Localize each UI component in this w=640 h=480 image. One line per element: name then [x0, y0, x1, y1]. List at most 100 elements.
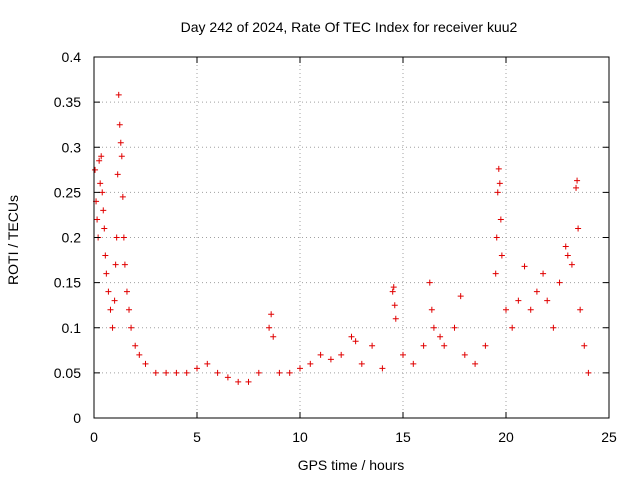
data-point — [392, 315, 399, 322]
data-points — [92, 91, 592, 385]
data-point — [556, 279, 563, 286]
data-point — [451, 324, 458, 331]
data-point — [163, 369, 170, 376]
data-point — [400, 351, 406, 358]
data-point — [96, 157, 103, 164]
y-axis-label: ROTI / TECUs — [5, 195, 21, 285]
data-point — [461, 351, 468, 358]
x-tick-label: 20 — [498, 429, 514, 445]
y-tick-label: 0.35 — [54, 94, 81, 110]
data-point — [92, 166, 99, 173]
data-point — [544, 297, 551, 304]
data-point — [496, 180, 503, 187]
data-point — [183, 369, 190, 376]
data-point — [575, 225, 582, 232]
x-tick-label: 25 — [601, 429, 617, 445]
data-point — [235, 378, 242, 385]
data-point — [152, 369, 159, 376]
data-point — [441, 342, 448, 349]
data-point — [123, 288, 130, 295]
data-point — [317, 351, 324, 358]
data-point — [540, 270, 547, 277]
data-point — [390, 284, 397, 291]
data-point — [204, 360, 211, 367]
data-point — [437, 333, 444, 340]
data-point — [509, 324, 516, 331]
data-point — [118, 153, 125, 160]
data-point — [457, 293, 464, 300]
y-tick-label: 0.15 — [54, 275, 81, 291]
data-point — [527, 306, 534, 313]
data-point — [214, 369, 221, 376]
data-point — [270, 333, 277, 340]
data-point — [348, 333, 355, 340]
y-tick-label: 0.2 — [62, 230, 82, 246]
data-point — [142, 360, 149, 367]
data-point — [495, 165, 502, 172]
data-point — [114, 171, 121, 178]
chart-title: Day 242 of 2024, Rate Of TEC Index for r… — [181, 19, 518, 35]
data-point — [115, 91, 122, 98]
data-point — [173, 369, 180, 376]
x-tick-label: 5 — [193, 429, 201, 445]
data-point — [391, 302, 398, 309]
data-point — [194, 365, 200, 372]
y-tick-label: 0.25 — [54, 184, 81, 200]
data-point — [410, 360, 417, 367]
x-axis-label: GPS time / hours — [298, 457, 405, 473]
data-point — [564, 252, 571, 259]
data-point — [482, 342, 489, 349]
data-point — [126, 306, 133, 313]
y-tick-label: 0.05 — [54, 365, 81, 381]
data-point — [573, 184, 580, 191]
data-point — [105, 288, 112, 295]
data-point — [101, 225, 108, 232]
data-point — [276, 369, 283, 376]
data-point — [120, 234, 127, 241]
data-point — [297, 365, 303, 372]
grid-lines — [94, 57, 609, 418]
data-point — [369, 342, 376, 349]
data-point — [245, 378, 252, 385]
data-point — [577, 306, 584, 313]
data-point — [111, 297, 118, 304]
data-point — [492, 270, 499, 277]
data-point — [119, 193, 126, 200]
data-point — [338, 351, 345, 358]
data-point — [550, 324, 557, 331]
plot-frame — [93, 56, 610, 419]
data-point — [224, 374, 231, 381]
x-tick-label: 10 — [292, 429, 308, 445]
data-point — [94, 216, 101, 223]
y-tick-label: 0.4 — [62, 49, 82, 65]
y-tick-label: 0.1 — [62, 320, 82, 336]
y-tick-label: 0.3 — [62, 139, 82, 155]
data-point — [109, 324, 116, 331]
data-point — [98, 153, 105, 160]
data-point — [472, 360, 479, 367]
y-tick-label: 0 — [73, 410, 81, 426]
data-point — [428, 306, 435, 313]
data-point — [100, 207, 107, 214]
data-point — [497, 216, 504, 223]
data-point — [494, 189, 501, 196]
data-point — [136, 351, 143, 358]
data-point — [358, 360, 365, 367]
data-point — [426, 279, 433, 286]
data-point — [132, 342, 139, 349]
data-point — [574, 177, 581, 184]
data-point — [255, 369, 262, 376]
data-point — [352, 338, 359, 345]
x-tick-label: 15 — [395, 429, 411, 445]
data-point — [116, 121, 123, 128]
data-point — [112, 261, 119, 268]
data-point — [521, 263, 528, 270]
axis-ticks: 0 5 10 15 20 25 0 0.05 0.1 0.15 0.2 0.25 0.3 0.35 0.4 — [54, 49, 617, 445]
data-point — [102, 252, 109, 259]
data-point — [128, 324, 135, 331]
data-point — [581, 342, 588, 349]
data-point — [389, 288, 396, 295]
data-point — [562, 243, 569, 250]
data-point — [379, 365, 386, 372]
data-point — [568, 261, 575, 268]
